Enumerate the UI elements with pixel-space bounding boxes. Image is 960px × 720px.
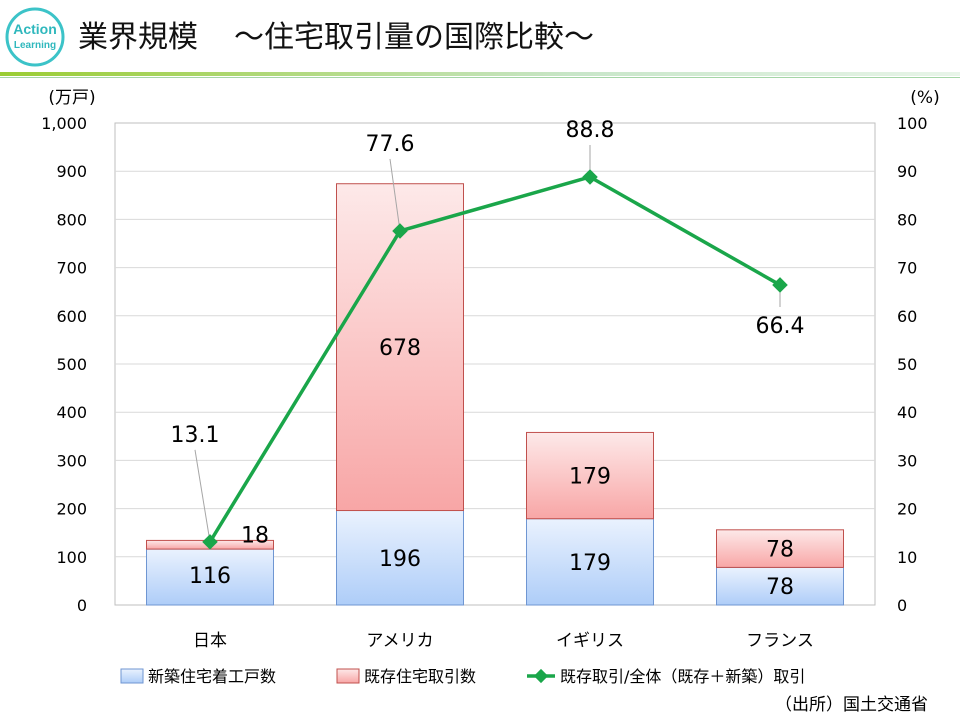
bar-existing <box>716 529 844 568</box>
x-category-label: イギリス <box>556 631 624 651</box>
bar-new-build <box>716 566 844 606</box>
source-note: （出所）国土交通省 <box>775 695 928 715</box>
y-right-tick-label: 20 <box>897 500 917 519</box>
title-main: 業界規模 <box>78 20 198 55</box>
logo-text-learning: Learning <box>14 40 56 51</box>
line-label-leader <box>194 449 211 542</box>
y-left-tick-label: 500 <box>56 355 87 374</box>
line-label-leader <box>389 158 401 232</box>
legend-label-new-build: 新築住宅着工戸数 <box>148 667 276 686</box>
y-left-tick-label: 400 <box>56 403 87 422</box>
bar-existing-value-label: 678 <box>379 336 421 361</box>
y-left-tick-label: 900 <box>56 162 87 181</box>
legend-swatch-marker <box>533 668 549 684</box>
y-right-tick-label: 50 <box>897 355 917 374</box>
ratio-line <box>208 175 781 543</box>
bar-new-build-value-label: 196 <box>379 547 421 572</box>
y-left-tick-label: 200 <box>56 500 87 519</box>
y-right-axis-unit: (%) <box>910 88 939 108</box>
y-left-tick-label: 100 <box>56 548 87 567</box>
y-right-tick-label: 100 <box>897 114 928 133</box>
line-point-marker <box>392 223 408 239</box>
header-divider <box>0 72 960 76</box>
y-left-tick-label: 800 <box>56 210 87 229</box>
y-right-tick-label: 30 <box>897 451 917 470</box>
bar-existing-value-label: 18 <box>241 523 269 548</box>
y-right-tick-label: 10 <box>897 548 917 567</box>
line-point-value-label: 77.6 <box>366 132 415 157</box>
bar-new-build <box>336 510 464 606</box>
legend-swatch-new-build <box>120 668 144 684</box>
y-left-tick-label: 600 <box>56 307 87 326</box>
x-category-label: アメリカ <box>366 631 433 651</box>
y-left-tick-label: 300 <box>56 451 87 470</box>
action-learning-logo: Action Learning <box>5 7 65 67</box>
y-left-tick-label: 1,000 <box>41 114 87 133</box>
header-divider-thin <box>0 77 960 78</box>
y-right-tick-label: 70 <box>897 259 917 278</box>
line-point-value-label: 66.4 <box>756 314 805 339</box>
x-category-label: フランス <box>746 631 814 651</box>
y-left-tick-label: 0 <box>77 596 87 615</box>
y-right-tick-label: 90 <box>897 162 917 181</box>
y-right-tick-label: 40 <box>897 403 917 422</box>
bar-new-build-value-label: 78 <box>766 575 794 600</box>
page-title: 業界規模 ～住宅取引量の国際比較～ <box>78 12 594 56</box>
line-point-marker <box>202 534 218 550</box>
line-point-marker <box>772 277 788 293</box>
legend-swatch-existing <box>336 668 360 684</box>
bar-existing-value-label: 78 <box>766 538 794 563</box>
bar-existing <box>526 431 654 520</box>
y-left-tick-label: 700 <box>56 259 87 278</box>
line-point-value-label: 88.8 <box>566 118 615 143</box>
bar-existing-value-label: 179 <box>569 465 611 490</box>
line-point-marker <box>582 169 598 185</box>
y-right-tick-label: 0 <box>897 596 907 615</box>
title-subtitle: ～住宅取引量の国際比較～ <box>234 20 594 55</box>
bar-new-build-value-label: 179 <box>569 551 611 576</box>
y-right-tick-label: 60 <box>897 307 917 326</box>
bar-new-build <box>146 548 274 606</box>
line-point-value-label: 13.1 <box>171 423 220 448</box>
y-left-axis-unit: (万戸) <box>48 88 95 108</box>
x-category-label: 日本 <box>193 631 227 651</box>
legend-label-line: 既存取引/全体（既存＋新築）取引 <box>560 667 805 686</box>
logo-text-action: Action <box>13 21 57 37</box>
bar-new-build <box>526 518 654 606</box>
bar-new-build-value-label: 116 <box>189 564 231 589</box>
legend-label-existing: 既存住宅取引数 <box>364 667 476 686</box>
y-right-tick-label: 80 <box>897 210 917 229</box>
